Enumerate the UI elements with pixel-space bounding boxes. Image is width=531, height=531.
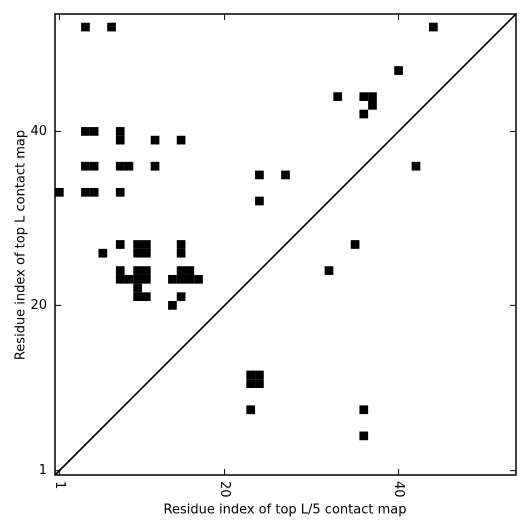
contact-cell [176, 240, 186, 249]
contact-cell [176, 266, 186, 275]
contact-cell [359, 109, 369, 119]
contact-cell [124, 274, 134, 284]
contact-cell [176, 292, 186, 302]
contact-cell [89, 161, 99, 171]
contact-cell [394, 66, 403, 75]
contact-cell [246, 379, 256, 389]
contact-cell [324, 266, 334, 275]
contact-cell [107, 22, 116, 32]
contact-cell [115, 274, 125, 284]
contact-cell [133, 240, 142, 249]
contact-cell [168, 274, 177, 284]
contact-cell [115, 187, 125, 197]
contact-cell [98, 248, 108, 258]
contact-cell [150, 161, 160, 171]
contact-cell [141, 266, 151, 275]
contact-cell [115, 127, 125, 136]
x-axis-label: Residue index of top L/5 contact map [164, 503, 407, 518]
contact-cell [350, 240, 360, 249]
diagonal-line [54, 13, 517, 476]
contact-cell [133, 292, 142, 302]
contact-cell [81, 187, 90, 197]
contact-cell [368, 92, 377, 101]
contact-cell [359, 92, 369, 101]
contact-cell [133, 274, 142, 284]
x-tick-label: 40 [391, 481, 406, 498]
contact-cell [176, 248, 186, 258]
contact-cell [255, 196, 264, 206]
contact-cell [176, 135, 186, 145]
contact-cell [89, 127, 99, 136]
contact-cell [176, 274, 186, 284]
contact-cell [133, 248, 142, 258]
contact-cell [255, 379, 264, 389]
contact-cell [255, 370, 264, 380]
contact-cell [141, 274, 151, 284]
contact-cell [368, 100, 377, 110]
x-tick-label: 20 [217, 481, 232, 498]
y-tick-label: 20 [30, 298, 47, 313]
contact-cell [81, 127, 90, 136]
contact-cell [429, 22, 438, 32]
y-axis-label: Residue index of top L contact map [14, 130, 29, 360]
contact-cell [115, 161, 125, 171]
contact-cell [115, 266, 125, 275]
contact-cell [246, 370, 256, 380]
contact-cell [359, 405, 369, 415]
contact-cell [141, 292, 151, 302]
contact-cell [141, 240, 151, 249]
contact-cell [133, 266, 142, 275]
contact-cell [185, 266, 195, 275]
contact-cell [81, 22, 90, 32]
y-tick-label: 40 [30, 124, 47, 139]
contact-cell [411, 161, 421, 171]
contact-cell [359, 431, 369, 441]
contact-cell [81, 161, 90, 171]
plot-frame [54, 13, 517, 476]
contact-cell [133, 283, 142, 293]
contact-cell [168, 301, 177, 310]
contact-cell [246, 405, 256, 415]
contact-cell [115, 240, 125, 249]
contact-cell [333, 92, 343, 101]
contact-cell [124, 161, 134, 171]
contact-cell [141, 248, 151, 258]
y-tick-label: 1 [39, 463, 47, 478]
contact-cell [89, 187, 99, 197]
contact-cell [255, 170, 264, 180]
contact-cell [185, 274, 195, 284]
contact-cell [55, 187, 64, 197]
x-tick-label: 1 [52, 481, 67, 489]
contact-cell [115, 135, 125, 145]
contact-cell [150, 135, 160, 145]
contact-cell [194, 274, 203, 284]
contact-cell [281, 170, 290, 180]
